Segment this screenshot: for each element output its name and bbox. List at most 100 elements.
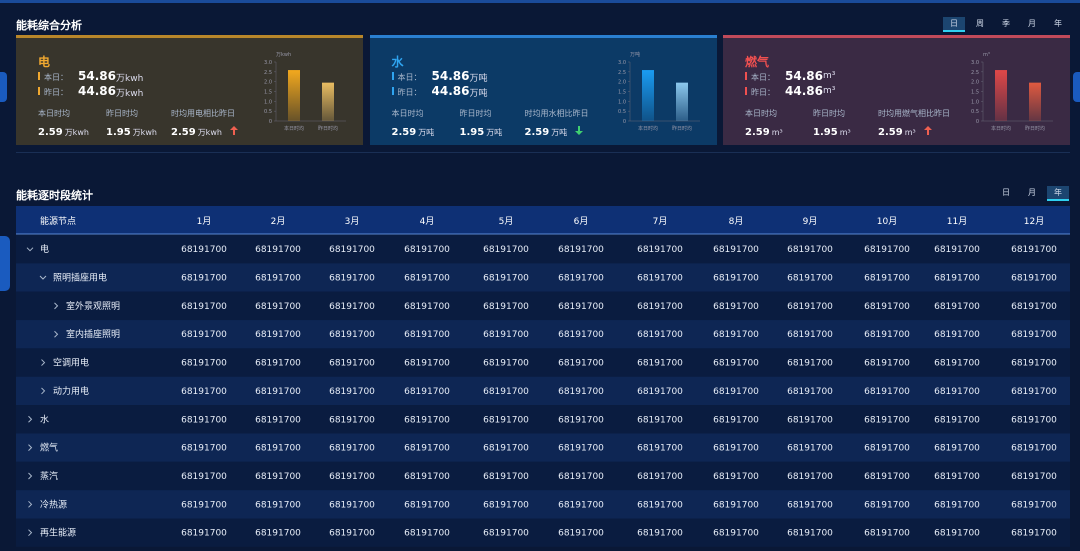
- cell-value: 68191700: [181, 387, 227, 397]
- expand-toggle[interactable]: [28, 500, 33, 508]
- cell-value: 68191700: [483, 387, 529, 397]
- node-label: 水: [40, 413, 49, 425]
- cell-value: 68191700: [934, 529, 980, 539]
- cell-value: 68191700: [404, 245, 450, 255]
- cell-value: 68191700: [483, 330, 529, 340]
- energy-card: 燃气 本日： 54.86 m³ 昨日： 44.86 m³ 本日时均 2.59 m³ 昨日时均 1.95…: [723, 35, 1070, 145]
- cell-value: 68191700: [181, 302, 227, 312]
- cell-value: 68191700: [483, 245, 529, 255]
- stat-value: 2.59: [38, 127, 63, 138]
- column-header: 12月: [1024, 216, 1044, 227]
- cell-value: 68191700: [404, 274, 450, 284]
- stat-row: 2.59 万kwh: [171, 120, 238, 139]
- expand-toggle[interactable]: [39, 275, 47, 280]
- cell-value: 68191700: [934, 330, 980, 340]
- expand-toggle[interactable]: [28, 444, 33, 451]
- marker: [745, 87, 747, 95]
- stat-row: 2.59 m³: [745, 120, 783, 139]
- cell-value: 68191700: [483, 415, 529, 425]
- bar: [675, 82, 688, 121]
- stat-label: 时均用电相比昨日: [171, 109, 235, 118]
- cell-value: 68191700: [558, 500, 604, 510]
- cell-value: 68191700: [255, 387, 301, 397]
- tab[interactable]: 年: [1054, 19, 1062, 28]
- tab[interactable]: 季: [1002, 19, 1010, 28]
- cell-value: 68191700: [1011, 359, 1057, 369]
- trend-arrow: [575, 126, 584, 135]
- tab[interactable]: 年: [1047, 186, 1069, 201]
- tab[interactable]: 月: [1028, 19, 1036, 28]
- expand-toggle[interactable]: [28, 415, 33, 423]
- node-label: 电: [40, 243, 49, 255]
- bar: [641, 70, 654, 121]
- stat-unit: 万吨: [486, 128, 503, 137]
- side-handle[interactable]: [0, 236, 10, 291]
- table-row: [16, 461, 1070, 491]
- cell-value: 68191700: [1011, 330, 1057, 340]
- cell-value: 68191700: [255, 529, 301, 539]
- cell-value: 68191700: [1011, 387, 1057, 397]
- stat-unit: m³: [771, 128, 783, 137]
- cell-value: 68191700: [1011, 500, 1057, 510]
- cell-value: 68191700: [329, 387, 375, 397]
- marker: [38, 87, 40, 95]
- y-tick-label: 2.5: [618, 70, 626, 76]
- cell-value: 68191700: [713, 500, 759, 510]
- node-label: 空调用电: [53, 357, 89, 369]
- cell-value: 68191700: [787, 302, 833, 312]
- cell-value: 68191700: [864, 472, 910, 482]
- value: 54.86: [78, 69, 116, 83]
- expand-toggle[interactable]: [26, 247, 34, 252]
- cell-value: 68191700: [934, 444, 980, 454]
- column-header: 2月: [271, 216, 286, 227]
- stat-label: 昨日时均: [459, 109, 492, 118]
- cell-value: 68191700: [787, 444, 833, 454]
- cell-value: 68191700: [637, 472, 683, 482]
- y-tick-label: 2.0: [264, 80, 272, 86]
- cell-value: 68191700: [255, 274, 301, 284]
- cell-value: 68191700: [404, 359, 450, 369]
- stat-row: 2.59 m³: [878, 120, 932, 139]
- cell-value: 68191700: [329, 472, 375, 482]
- cell-value: 68191700: [713, 274, 759, 284]
- y-tick-label: 0: [976, 119, 979, 125]
- cell-value: 68191700: [181, 359, 227, 369]
- cell-value: 68191700: [934, 415, 980, 425]
- tab[interactable]: 日: [943, 17, 965, 32]
- expand-toggle[interactable]: [28, 472, 33, 480]
- expand-toggle[interactable]: [41, 387, 46, 395]
- x-tick-label: 本日时均: [991, 125, 1011, 132]
- side-handle[interactable]: [0, 72, 7, 102]
- table-row: [16, 376, 1070, 406]
- divider: [16, 152, 1070, 153]
- cell-value: 68191700: [934, 472, 980, 482]
- column-header: 11月: [947, 216, 967, 227]
- cell-value: 68191700: [787, 529, 833, 539]
- bar: [1029, 82, 1041, 121]
- tab[interactable]: 月: [1028, 188, 1036, 197]
- side-handle[interactable]: [1073, 72, 1080, 102]
- expand-toggle[interactable]: [41, 359, 46, 366]
- label: 昨日：: [397, 88, 422, 97]
- expand-toggle[interactable]: [54, 302, 59, 310]
- cell-value: 68191700: [713, 444, 759, 454]
- cell-value: 68191700: [934, 359, 980, 369]
- y-tick-label: 1.0: [618, 99, 626, 105]
- unit: 万kwh: [116, 89, 144, 99]
- x-tick-label: 昨日时均: [1025, 125, 1045, 132]
- x-tick-label: 本日时均: [637, 125, 657, 132]
- cell-value: 68191700: [713, 472, 759, 482]
- cell-value: 68191700: [329, 529, 375, 539]
- tab[interactable]: 日: [1002, 188, 1010, 197]
- cell-value: 68191700: [255, 444, 301, 454]
- value: 44.86: [431, 84, 470, 98]
- table-row: [16, 490, 1070, 519]
- expand-toggle[interactable]: [54, 330, 59, 338]
- tab[interactable]: 周: [976, 19, 984, 28]
- cell-value: 68191700: [404, 500, 450, 510]
- cell-value: 68191700: [864, 415, 910, 425]
- label: 本日：: [44, 73, 68, 82]
- cell-value: 68191700: [787, 274, 833, 284]
- cell-value: 68191700: [329, 330, 375, 340]
- expand-toggle[interactable]: [28, 529, 33, 537]
